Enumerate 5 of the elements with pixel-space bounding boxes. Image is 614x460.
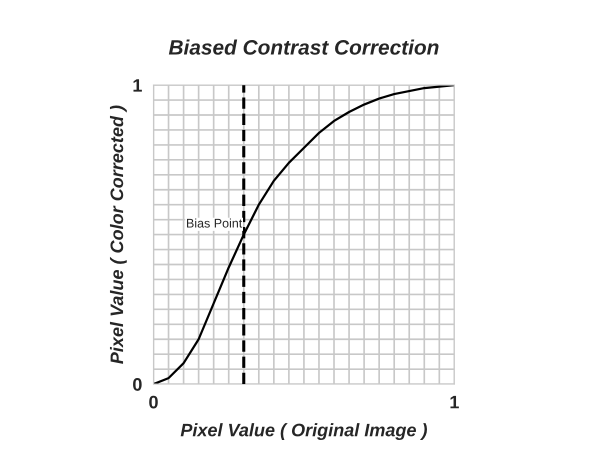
y-axis-title: Pixel Value ( Color Corrected ) [110, 106, 127, 364]
x-axis-title: Pixel Value ( Original Image ) [180, 423, 427, 440]
line-series [154, 85, 454, 384]
chart-title: Biased Contrast Correction [168, 39, 439, 55]
annotation: Bias Point [187, 218, 242, 228]
